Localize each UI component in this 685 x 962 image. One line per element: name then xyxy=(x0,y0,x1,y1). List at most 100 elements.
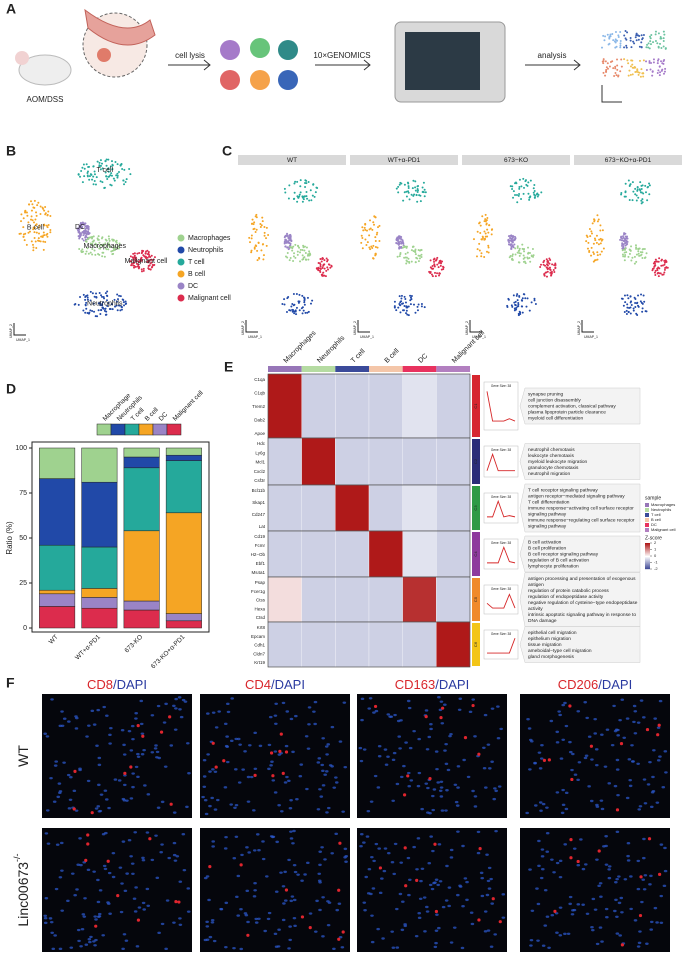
gene-label: Fcmr xyxy=(255,543,266,548)
dot xyxy=(637,73,640,76)
nucleus xyxy=(444,762,449,766)
nucleus xyxy=(558,875,563,879)
nucleus xyxy=(434,750,439,753)
nucleus xyxy=(338,936,343,939)
nucleus xyxy=(643,874,648,877)
cell-dot xyxy=(480,255,483,258)
nucleus xyxy=(205,925,210,928)
legend-swatch xyxy=(645,513,649,517)
cell-dot xyxy=(520,185,523,188)
cell-dot xyxy=(368,228,371,231)
nucleus xyxy=(457,708,462,712)
nucleus xyxy=(398,892,403,896)
cell-dot xyxy=(420,305,423,308)
dot xyxy=(635,32,638,35)
nucleus xyxy=(60,869,64,872)
cell-dot xyxy=(151,265,154,268)
cell-dot xyxy=(592,242,595,245)
nucleus xyxy=(572,847,577,850)
nucleus xyxy=(441,905,446,909)
cell-dot xyxy=(523,186,526,189)
cell-dot xyxy=(81,231,84,234)
nucleus xyxy=(377,755,382,758)
nucleus xyxy=(135,945,140,948)
nucleus xyxy=(585,716,589,720)
nucleus xyxy=(581,903,585,906)
nucleus xyxy=(429,727,433,731)
cell-dot xyxy=(108,308,111,311)
dot xyxy=(619,70,622,73)
go-term: cell junction disassembly xyxy=(528,397,581,403)
axis-label: UMAP_1 xyxy=(360,335,374,339)
dot xyxy=(632,40,635,43)
nucleus xyxy=(288,938,292,942)
cell-dot xyxy=(152,258,155,261)
cell-dot xyxy=(301,312,304,315)
x-tick-label: 673-KO+α-PD1 xyxy=(150,633,187,670)
heatmap-cell xyxy=(335,373,370,439)
nucleus xyxy=(277,804,281,807)
cell-dot xyxy=(484,235,487,238)
nucleus xyxy=(461,904,465,908)
nucleus xyxy=(604,907,609,911)
nucleus xyxy=(101,833,106,836)
cell-dot xyxy=(509,237,512,240)
cell-dot xyxy=(592,251,595,254)
cell-dot xyxy=(49,231,52,234)
nucleus xyxy=(50,698,54,701)
nucleus xyxy=(412,729,416,733)
cell-dot xyxy=(123,183,126,186)
nucleus xyxy=(141,856,145,860)
heatmap-cell xyxy=(368,530,403,578)
colorbar-label: 2 xyxy=(654,540,657,545)
cell-dot xyxy=(539,266,542,269)
nucleus xyxy=(449,848,454,852)
nucleus xyxy=(78,837,82,840)
cell-dot xyxy=(250,222,253,225)
image-background xyxy=(357,694,507,818)
legend-label: DC xyxy=(188,283,198,290)
term-box xyxy=(519,483,641,533)
nucleus xyxy=(599,895,603,898)
nucleus xyxy=(214,726,219,729)
nucleus xyxy=(129,749,134,752)
nucleus xyxy=(555,791,560,794)
nucleus xyxy=(90,709,95,713)
nucleus xyxy=(598,926,603,929)
nucleus xyxy=(633,710,638,713)
cell-dot xyxy=(405,262,408,265)
nucleus xyxy=(293,924,297,928)
positive-cell xyxy=(647,837,652,841)
cell-dot xyxy=(513,235,516,238)
cell-dot xyxy=(644,310,647,313)
cell-dot xyxy=(28,230,31,233)
legend-label: Macrophages xyxy=(188,235,231,242)
cell-dot xyxy=(100,162,103,165)
cell-dot xyxy=(101,251,104,254)
cell-dot xyxy=(298,309,301,312)
nucleus xyxy=(229,739,234,743)
positive-cell xyxy=(300,915,305,919)
cell-dot xyxy=(519,252,522,255)
cell-dot xyxy=(523,250,526,253)
cell-dot xyxy=(416,309,419,312)
nucleus xyxy=(560,811,565,815)
nucleus xyxy=(626,842,631,845)
nucleus xyxy=(628,784,633,788)
x-tick-label: 673-KO xyxy=(123,634,144,655)
cell-dot xyxy=(378,239,381,242)
cell-dot xyxy=(250,251,253,254)
umap-axes xyxy=(13,323,26,336)
nucleus xyxy=(446,768,451,772)
positive-cell xyxy=(491,897,495,901)
cell-dot xyxy=(95,176,98,179)
cell-dot xyxy=(527,181,530,184)
axis-label: UMAP_2 xyxy=(465,321,469,335)
nucleus xyxy=(614,898,618,902)
positive-cell xyxy=(116,894,120,898)
cell-dot xyxy=(621,253,624,256)
cell-dot xyxy=(623,259,626,262)
gene-label: Dab2 xyxy=(254,418,265,423)
dot xyxy=(647,42,650,45)
cell-dot xyxy=(22,217,25,220)
